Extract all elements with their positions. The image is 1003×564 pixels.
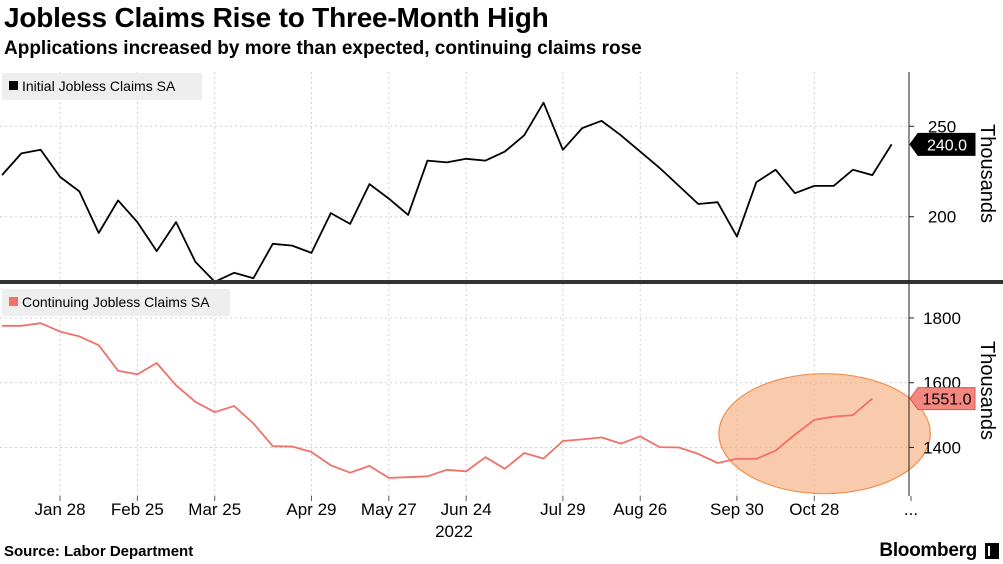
legend-swatch-initial xyxy=(9,81,18,90)
y-tick-label-1-2: 1800 xyxy=(923,309,961,328)
x-tick-label-1: Feb 25 xyxy=(111,500,164,519)
brand-logo-text: Bloomberg xyxy=(879,540,977,561)
x-tick-label-5: Jun 24 xyxy=(441,500,492,519)
y-tick-label-0-0: 200 xyxy=(928,208,956,227)
bloomberg-icon xyxy=(985,543,999,559)
ylabel-continuing: Thousands xyxy=(976,341,998,440)
series-line-1 xyxy=(2,322,873,479)
x-tick-label-7: Aug 26 xyxy=(613,500,667,519)
series-layer xyxy=(1,101,893,479)
legend-label-continuing: Continuing Jobless Claims SA xyxy=(22,294,210,310)
x-tick-label-2: Mar 25 xyxy=(188,500,241,519)
x-tick-label-8: Sep 30 xyxy=(710,500,764,519)
series-line-0 xyxy=(1,101,893,283)
ylabel-initial: Thousands xyxy=(976,124,998,223)
highlight-layer xyxy=(718,373,931,495)
legend-label-initial: Initial Jobless Claims SA xyxy=(22,78,176,94)
legend-box-continuing xyxy=(2,289,230,316)
x-tick-label-4: May 27 xyxy=(361,500,417,519)
last-value-label-1: 1551.0 xyxy=(923,392,972,409)
x-tick-label-9: Oct 28 xyxy=(789,500,839,519)
highlight-ellipse xyxy=(718,373,931,495)
y-tick-label-0-1: 250 xyxy=(928,117,956,136)
chart-title: Jobless Claims Rise to Three-Month High xyxy=(4,2,549,33)
x-tick-label-6: Jul 29 xyxy=(540,500,585,519)
panel-divider xyxy=(0,280,1003,284)
last-value-badge-1 xyxy=(909,387,976,411)
legend-swatch-continuing xyxy=(9,297,18,306)
labels-layer: Initial Jobless Claims SA Continuing Job… xyxy=(2,73,998,541)
source-note: Source: Labor Department xyxy=(4,543,194,560)
x-tick-label-3: Apr 29 xyxy=(286,500,336,519)
x-tick-label-0: Jan 28 xyxy=(34,500,85,519)
x-year-label: 2022 xyxy=(435,522,473,541)
last-value-label-0: 240.0 xyxy=(927,137,967,154)
last-value-badge-0 xyxy=(909,132,976,156)
x-tick-label-10: ... xyxy=(904,500,918,519)
y-tick-label-1-0: 1400 xyxy=(923,438,961,457)
chart-subtitle: Applications increased by more than expe… xyxy=(4,38,642,59)
axes-layer xyxy=(0,72,1003,496)
legend-box-initial xyxy=(2,73,202,100)
